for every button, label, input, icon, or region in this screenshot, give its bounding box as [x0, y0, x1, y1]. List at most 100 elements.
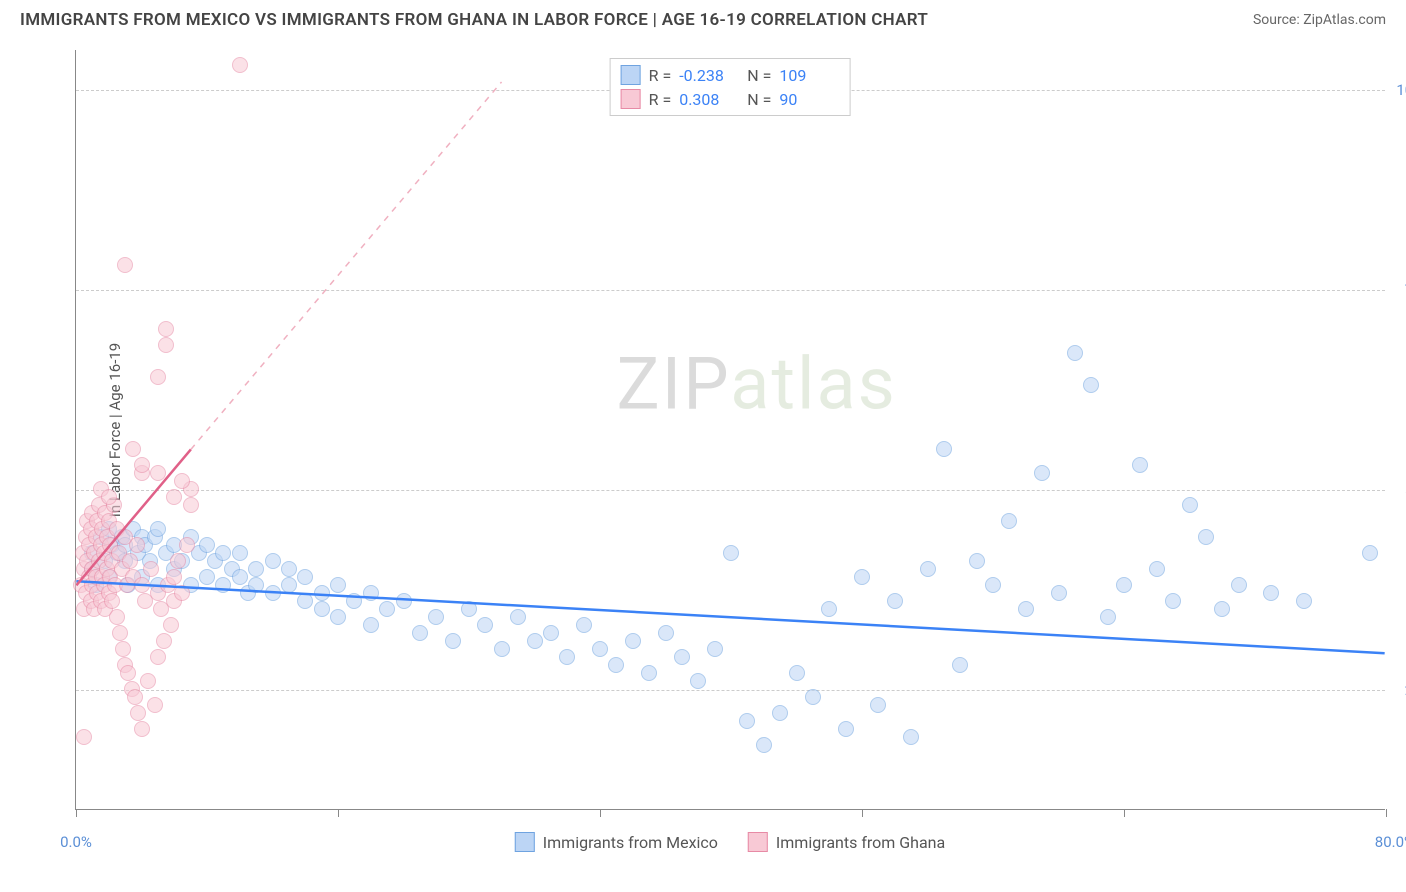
r-value: -0.238: [679, 66, 739, 85]
data-point-mexico: [1001, 513, 1017, 529]
data-point-mexico: [772, 705, 788, 721]
data-point-ghana: [158, 321, 174, 337]
data-point-mexico: [723, 545, 739, 561]
series-legend: Immigrants from MexicoImmigrants from Gh…: [515, 832, 945, 852]
data-point-mexico: [1263, 585, 1279, 601]
data-point-mexico: [936, 441, 952, 457]
data-point-mexico: [428, 609, 444, 625]
data-point-ghana: [143, 561, 159, 577]
data-point-mexico: [887, 593, 903, 609]
data-point-mexico: [952, 657, 968, 673]
data-point-ghana: [127, 689, 143, 705]
data-point-mexico: [297, 593, 313, 609]
data-point-ghana: [120, 665, 136, 681]
data-point-mexico: [363, 617, 379, 633]
legend-series-item: Immigrants from Mexico: [515, 832, 718, 852]
data-point-ghana: [112, 625, 128, 641]
source-attribution: Source: ZipAtlas.com: [1253, 12, 1386, 28]
x-tick-label: 80.0%: [1375, 833, 1406, 851]
data-point-mexico: [1018, 601, 1034, 617]
data-point-mexico: [248, 577, 264, 593]
x-tick: [76, 809, 77, 817]
data-point-ghana: [134, 577, 150, 593]
data-point-mexico: [1149, 561, 1165, 577]
data-point-ghana: [156, 633, 172, 649]
n-label: N =: [747, 90, 771, 109]
data-point-mexico: [1231, 577, 1247, 593]
grid-line: [76, 290, 1385, 291]
data-point-mexico: [1182, 497, 1198, 513]
r-value: 0.308: [679, 90, 739, 109]
x-tick: [1124, 809, 1125, 817]
x-tick: [862, 809, 863, 817]
data-point-mexico: [265, 585, 281, 601]
data-point-ghana: [183, 497, 199, 513]
data-point-ghana: [117, 257, 133, 273]
legend-swatch: [515, 832, 535, 852]
chart-container: In Labor Force | Age 16-19 ZIPatlas 25.0…: [75, 50, 1385, 810]
data-point-mexico: [281, 577, 297, 593]
data-point-mexico: [854, 569, 870, 585]
data-point-mexico: [1083, 377, 1099, 393]
legend-stat-row: R = 0.308 N = 90: [621, 87, 840, 111]
data-point-ghana: [158, 337, 174, 353]
data-point-ghana: [174, 585, 190, 601]
data-point-mexico: [1067, 345, 1083, 361]
data-point-ghana: [166, 489, 182, 505]
data-point-mexico: [739, 713, 755, 729]
data-point-mexico: [1165, 593, 1181, 609]
data-point-mexico: [985, 577, 1001, 593]
data-point-mexico: [920, 561, 936, 577]
data-point-ghana: [150, 369, 166, 385]
data-point-mexico: [150, 521, 166, 537]
data-point-mexico: [707, 641, 723, 657]
correlation-legend: R =-0.238N =109R =0.308N =90: [610, 58, 851, 116]
data-point-mexico: [969, 553, 985, 569]
data-point-mexico: [477, 617, 493, 633]
legend-swatch: [748, 832, 768, 852]
data-point-mexico: [789, 665, 805, 681]
data-point-mexico: [396, 593, 412, 609]
grid-line: [76, 690, 1385, 691]
data-point-mexico: [870, 697, 886, 713]
data-point-mexico: [265, 553, 281, 569]
data-point-mexico: [1362, 545, 1378, 561]
data-point-ghana: [115, 641, 131, 657]
data-point-mexico: [1214, 601, 1230, 617]
data-point-ghana: [134, 721, 150, 737]
data-point-ghana: [150, 465, 166, 481]
data-point-mexico: [232, 545, 248, 561]
r-label: R =: [649, 66, 672, 85]
data-point-mexico: [215, 545, 231, 561]
data-point-mexico: [379, 601, 395, 617]
data-point-mexico: [199, 537, 215, 553]
data-point-mexico: [543, 625, 559, 641]
data-point-mexico: [215, 577, 231, 593]
data-point-mexico: [330, 577, 346, 593]
data-point-mexico: [527, 633, 543, 649]
data-point-mexico: [363, 585, 379, 601]
data-point-ghana: [174, 473, 190, 489]
trend-lines: [76, 50, 1385, 809]
data-point-mexico: [756, 737, 772, 753]
data-point-mexico: [510, 609, 526, 625]
data-point-ghana: [150, 649, 166, 665]
r-label: R =: [649, 90, 672, 109]
data-point-mexico: [445, 633, 461, 649]
data-point-mexico: [674, 649, 690, 665]
data-point-ghana: [76, 729, 92, 745]
data-point-mexico: [248, 561, 264, 577]
grid-line: [76, 490, 1385, 491]
data-point-ghana: [179, 537, 195, 553]
data-point-mexico: [1051, 585, 1067, 601]
legend-swatch: [621, 89, 641, 109]
n-value: 90: [779, 90, 839, 109]
x-tick: [600, 809, 601, 817]
data-point-mexico: [1034, 465, 1050, 481]
legend-swatch: [621, 65, 641, 85]
legend-series-label: Immigrants from Mexico: [543, 833, 718, 852]
data-point-mexico: [690, 673, 706, 689]
data-point-ghana: [147, 697, 163, 713]
data-point-mexico: [1198, 529, 1214, 545]
data-point-mexico: [232, 569, 248, 585]
